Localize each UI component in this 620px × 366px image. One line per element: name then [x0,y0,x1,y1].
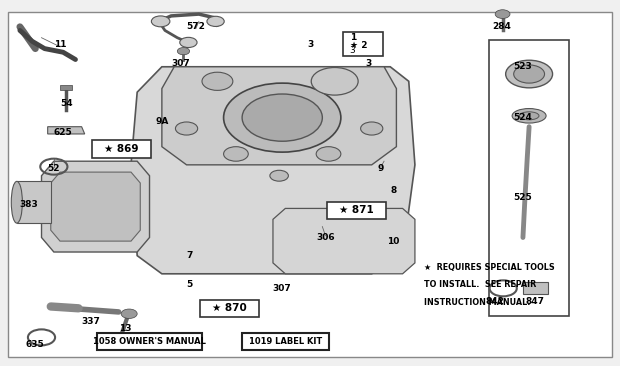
Circle shape [175,122,198,135]
Text: 1058 OWNER'S MANUAL: 1058 OWNER'S MANUAL [93,336,206,346]
Text: ★  REQUIRES SPECIAL TOOLS: ★ REQUIRES SPECIAL TOOLS [424,263,555,272]
Circle shape [224,83,341,152]
Text: ★ 870: ★ 870 [213,303,247,313]
Bar [523,282,547,294]
Circle shape [207,16,224,26]
Ellipse shape [11,182,22,223]
Text: ★ 871: ★ 871 [339,205,374,215]
Text: 52: 52 [48,164,60,173]
Circle shape [180,37,197,48]
Circle shape [311,67,358,95]
Text: ★ 2: ★ 2 [350,41,367,50]
Circle shape [506,60,552,88]
Text: 3: 3 [366,59,372,68]
Polygon shape [131,67,415,274]
Circle shape [202,72,233,90]
FancyBboxPatch shape [200,300,259,317]
Circle shape [316,147,341,161]
Text: 7: 7 [187,251,193,260]
Polygon shape [48,127,85,134]
Circle shape [151,16,170,27]
Polygon shape [51,172,140,241]
Polygon shape [273,208,415,274]
Text: 525: 525 [513,193,533,202]
Text: 625: 625 [54,128,73,137]
Text: 383: 383 [20,200,38,209]
Text: 1019 LABEL KIT: 1019 LABEL KIT [249,336,322,346]
Text: 11: 11 [54,41,66,49]
FancyBboxPatch shape [92,140,151,158]
Circle shape [177,48,190,55]
Circle shape [361,122,383,135]
Text: 847: 847 [526,296,545,306]
Polygon shape [42,161,149,252]
Ellipse shape [519,112,539,120]
FancyBboxPatch shape [97,333,202,350]
Text: 306: 306 [316,233,335,242]
Text: 842: 842 [485,296,505,306]
Circle shape [121,309,137,318]
FancyBboxPatch shape [7,12,613,357]
Text: eReplacementParts.com: eReplacementParts.com [225,183,395,197]
Text: 9: 9 [378,164,384,173]
FancyBboxPatch shape [327,202,386,219]
Circle shape [242,94,322,141]
Text: 10: 10 [387,236,399,246]
Text: 5: 5 [187,280,193,289]
Text: 1: 1 [350,33,356,42]
Circle shape [514,65,544,83]
Text: 307: 307 [171,59,190,68]
Text: 524: 524 [513,113,533,122]
Text: 54: 54 [60,98,73,108]
Text: TO INSTALL.  SEE REPAIR: TO INSTALL. SEE REPAIR [424,280,536,290]
Polygon shape [162,67,396,165]
Text: 9A: 9A [155,117,169,126]
Bar [60,85,73,90]
Text: 523: 523 [513,62,533,71]
Text: 337: 337 [81,317,100,325]
Text: 3: 3 [307,41,313,49]
Text: 3: 3 [350,46,355,55]
Text: 284: 284 [492,22,511,31]
Text: INSTRUCTION MANUAL.: INSTRUCTION MANUAL. [424,298,531,307]
Circle shape [270,170,288,181]
FancyBboxPatch shape [343,32,383,56]
Circle shape [495,10,510,18]
Text: 572: 572 [187,22,205,31]
Ellipse shape [512,109,546,123]
Text: 635: 635 [26,340,45,349]
Text: 8: 8 [390,186,396,195]
Text: 13: 13 [118,324,131,333]
FancyBboxPatch shape [489,40,569,315]
FancyBboxPatch shape [242,333,329,350]
Circle shape [224,147,248,161]
Text: ★ 869: ★ 869 [105,143,139,153]
Bar [17,181,51,223]
Text: 307: 307 [273,284,291,293]
